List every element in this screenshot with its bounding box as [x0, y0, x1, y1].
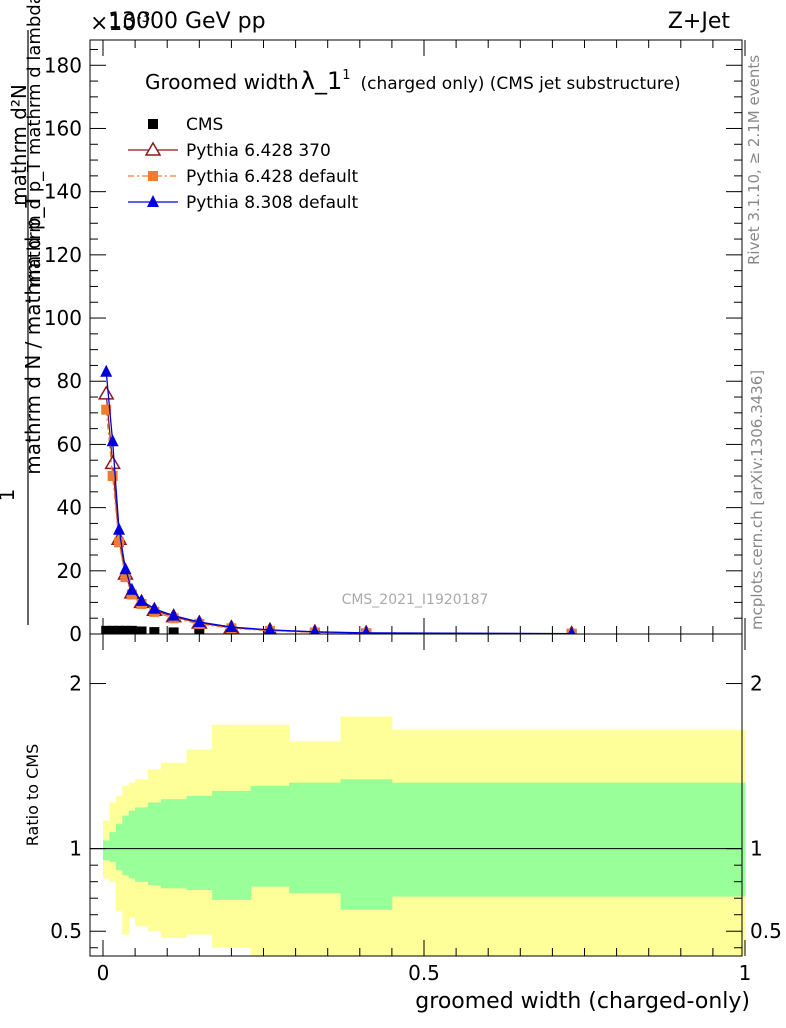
inner-band	[128, 810, 136, 879]
series-line	[105, 409, 572, 635]
inner-band	[109, 832, 117, 862]
watermark: CMS_2021_I1920187	[342, 592, 489, 608]
y-label-denominator: mathrm d N / mathrm d p_T	[21, 195, 45, 475]
data-point	[135, 593, 148, 606]
main-frame	[89, 39, 743, 635]
ratio-y-tick-label: 0.5	[50, 919, 82, 943]
data-point	[136, 626, 147, 637]
inner-band	[250, 785, 290, 887]
series-line	[105, 371, 572, 635]
data-point	[107, 625, 118, 636]
exponent-marker: ×10-3	[90, 10, 150, 36]
y-tick-label: 100	[44, 306, 82, 330]
x-tick-label: 0.5	[408, 961, 440, 985]
data-point	[113, 522, 126, 535]
y-tick-label: 0	[69, 622, 82, 646]
legend-marker	[148, 119, 158, 129]
y-label-prefix: 1	[0, 489, 19, 502]
data-point	[119, 562, 132, 575]
main-x-axis	[102, 40, 746, 634]
ratio-panel: 0.5 0.5 1 1 2 2 0 0.5 1	[50, 633, 782, 985]
data-point	[104, 454, 121, 470]
y-tick-label: 160	[44, 116, 82, 140]
legend-label: Pythia 6.428 default	[186, 167, 359, 187]
data-point	[101, 625, 112, 636]
legend-marker	[148, 171, 158, 181]
data-point	[148, 601, 161, 614]
ratio-y-tick-label-right: 2	[750, 672, 763, 696]
y-tick-label: 40	[57, 496, 82, 520]
y-tick-label: 80	[57, 369, 82, 393]
legend-label: CMS	[186, 115, 223, 135]
chart-title: Groomed widthλ_11 (charged only) (CMS jet…	[145, 67, 681, 95]
data-point	[149, 627, 160, 638]
ratio-y-tick-label: 1	[69, 837, 82, 861]
mcplots-label: mcplots.cern.ch [arXiv:1306.3436]	[748, 370, 766, 630]
legend-label: Pythia 8.308 default	[186, 193, 359, 213]
inner-band	[289, 782, 342, 894]
data-point	[114, 537, 125, 548]
inner-band	[212, 790, 252, 900]
ratio-y-tick-label: 2	[69, 672, 82, 696]
y-label-numerator: mathrm d²N	[7, 84, 31, 206]
legend-marker	[144, 141, 162, 156]
ratio-frame-outline	[89, 633, 743, 957]
energy-label: 13000 GeV pp	[108, 9, 266, 34]
data-point	[194, 627, 205, 638]
main-y-axis: 0 20 40 60 80 100 120 140 160 180	[44, 48, 742, 646]
ratio-y-tick-label-right: 0.5	[750, 919, 782, 943]
inner-band	[391, 782, 746, 897]
inner-band	[135, 807, 149, 882]
main-y-label: 1 mathrm d N / mathrm d p_T mathrm d²N m…	[0, 0, 45, 625]
inner-band	[147, 802, 162, 885]
data-point	[120, 572, 131, 583]
data-point	[126, 625, 137, 636]
x-axis-label: groomed width (charged-only)	[415, 989, 750, 1014]
ratio-axis: 0.5 0.5 1 1 2 2 0 0.5 1	[50, 634, 782, 985]
y-label-numerator-sub: mathrm d p_T mathrm d lambda	[24, 0, 45, 287]
y-tick-label: 140	[44, 180, 82, 204]
data-point	[225, 620, 238, 633]
inner-band	[103, 840, 110, 861]
ratio-y-label: Ratio to CMS	[23, 744, 42, 846]
data-point	[114, 625, 125, 636]
y-tick-label: 20	[57, 559, 82, 583]
legend: CMS Pythia 6.428 370 Pythia 6.428 default P…	[128, 115, 359, 213]
y-tick-label: 120	[44, 243, 82, 267]
process-label: Z+Jet	[668, 9, 731, 34]
data-point	[263, 622, 276, 635]
inner-band	[340, 779, 393, 910]
inner-band	[186, 795, 213, 890]
main-series	[97, 364, 580, 640]
inner-band	[122, 815, 130, 876]
main-panel: 0 20 40 60 80 100 120 140 160 180 CMS_2021_I19201…	[44, 39, 746, 646]
data-point	[97, 385, 115, 400]
data-point	[107, 471, 118, 482]
data-point	[168, 627, 179, 638]
x-tick-label: 1	[739, 961, 752, 985]
data-point	[167, 608, 180, 621]
data-point	[101, 404, 112, 415]
data-point	[193, 614, 206, 627]
y-tick-label: 180	[44, 53, 82, 77]
data-point	[106, 434, 119, 447]
inner-band	[115, 823, 123, 871]
inner-band	[160, 799, 187, 889]
rivet-label: Rivet 3.1.10, ≥ 2.1M events	[745, 55, 763, 265]
y-tick-label: 60	[57, 432, 82, 456]
data-point	[125, 582, 138, 595]
legend-label: Pythia 6.428 370	[186, 141, 331, 161]
ratio-y-tick-label-right: 1	[750, 837, 763, 861]
data-point	[120, 625, 131, 636]
x-tick-label: 0	[97, 961, 110, 985]
legend-marker	[147, 195, 159, 207]
data-point	[100, 364, 113, 377]
ratio-bands	[90, 716, 746, 956]
